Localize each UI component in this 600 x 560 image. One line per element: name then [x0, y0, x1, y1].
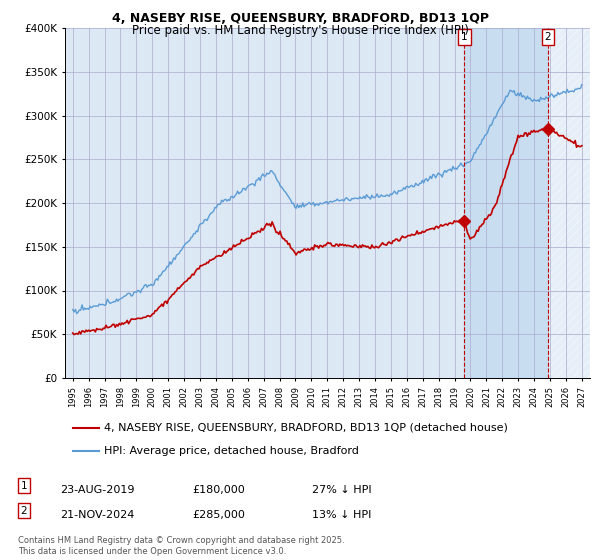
- Text: 23-AUG-2019: 23-AUG-2019: [60, 485, 134, 495]
- Text: 4, NASEBY RISE, QUEENSBURY, BRADFORD, BD13 1QP (detached house): 4, NASEBY RISE, QUEENSBURY, BRADFORD, BD…: [104, 422, 508, 432]
- Text: 21-NOV-2024: 21-NOV-2024: [60, 510, 134, 520]
- Text: £180,000: £180,000: [192, 485, 245, 495]
- Text: 2: 2: [20, 506, 28, 516]
- Bar: [548, 28, 590, 378]
- Text: Price paid vs. HM Land Registry's House Price Index (HPI): Price paid vs. HM Land Registry's House …: [131, 24, 469, 37]
- Text: Contains HM Land Registry data © Crown copyright and database right 2025.
This d: Contains HM Land Registry data © Crown c…: [18, 536, 344, 556]
- Text: 2: 2: [545, 32, 551, 42]
- Text: 1: 1: [461, 32, 468, 42]
- Text: 13% ↓ HPI: 13% ↓ HPI: [312, 510, 371, 520]
- Bar: [464, 28, 548, 378]
- Text: HPI: Average price, detached house, Bradford: HPI: Average price, detached house, Brad…: [104, 446, 359, 456]
- Text: 27% ↓ HPI: 27% ↓ HPI: [312, 485, 371, 495]
- Text: 1: 1: [20, 480, 28, 491]
- Text: £285,000: £285,000: [192, 510, 245, 520]
- Text: 4, NASEBY RISE, QUEENSBURY, BRADFORD, BD13 1QP: 4, NASEBY RISE, QUEENSBURY, BRADFORD, BD…: [112, 12, 488, 25]
